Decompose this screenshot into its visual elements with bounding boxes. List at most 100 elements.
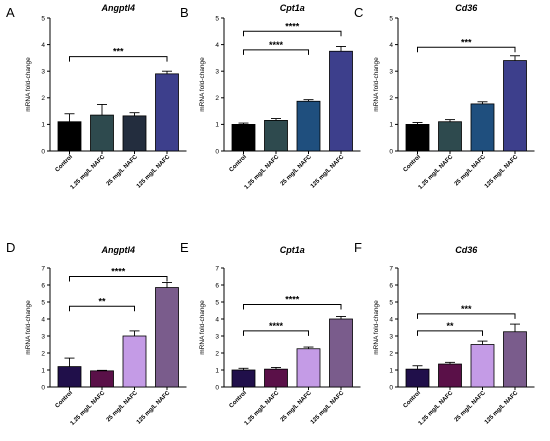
bar-4 [329, 318, 353, 388]
y-tick-label: 2 [389, 350, 393, 357]
category-label: 1.25 mg/L NAFC [418, 154, 455, 191]
significance-bracket [417, 330, 483, 336]
y-tick-label: 6 [41, 282, 45, 289]
bar-2 [438, 363, 462, 388]
bar-4 [329, 50, 353, 152]
bar-1 [405, 124, 430, 152]
y-tick-label: 1 [41, 122, 45, 129]
y-tick-label: 0 [41, 384, 45, 391]
significance-bracket [69, 305, 135, 312]
bar-2 [264, 368, 288, 388]
y-axis-label: mRNA fold-change [25, 57, 32, 112]
y-tick-label: 5 [389, 15, 393, 22]
panel-letter: E [180, 240, 189, 255]
category-label: Control [55, 154, 75, 174]
category-label: 25 mg/L NAFC [454, 390, 488, 424]
category-label: 125 mg/L NAFC [484, 390, 520, 426]
y-tick-label: 6 [215, 282, 219, 289]
significance-bracket [243, 330, 309, 336]
panel-b: B Cpt1a 0 1 2 3 4 5 mRNA fold-change Control1.25 … [180, 3, 361, 191]
panel-f: F Cd36 0 1 2 3 4 5 6 7 mRNA fold-change Control1.25… [354, 240, 535, 427]
y-tick-label: 2 [41, 350, 45, 357]
category-label: Control [229, 390, 249, 410]
category-label: 125 mg/L NAFC [136, 154, 172, 190]
y-tick-label: 7 [41, 265, 45, 272]
y-tick-label: 5 [215, 299, 219, 306]
y-tick-label: 1 [389, 122, 393, 129]
significance-label: *** [113, 47, 124, 57]
y-axis-label: mRNA fold-change [373, 57, 380, 112]
bar-1 [405, 368, 430, 388]
y-axis-label: mRNA fold-change [373, 300, 380, 355]
bar-1 [57, 121, 82, 152]
y-tick-label: 1 [215, 367, 219, 374]
significance-bracket [417, 313, 516, 319]
significance-label: *** [461, 304, 472, 314]
y-tick-label: 3 [215, 69, 219, 76]
bar-2 [438, 121, 462, 152]
bar-3 [296, 348, 321, 388]
y-tick-label: 3 [389, 333, 393, 340]
y-tick-label: 0 [389, 148, 393, 155]
significance-bracket [69, 276, 168, 282]
y-tick-label: 0 [215, 384, 219, 391]
chart-title: Cpt1a [280, 245, 305, 255]
category-label: 125 mg/L NAFC [310, 390, 346, 426]
panel-letter: D [6, 240, 15, 255]
panel-e: E Cpt1a 0 1 2 3 4 5 6 7 mRNA fold-change Control1.2… [180, 240, 361, 427]
y-tick-label: 1 [215, 122, 219, 129]
significance-bracket [69, 56, 168, 62]
bar-4 [155, 73, 179, 152]
chart-title: Cpt1a [280, 3, 305, 13]
category-label: 25 mg/L NAFC [280, 154, 314, 188]
significance-bracket [243, 30, 342, 37]
significance-bracket [417, 46, 516, 53]
y-tick-label: 6 [389, 282, 393, 289]
category-label: 1.25 mg/L NAFC [70, 390, 107, 427]
category-label: 1.25 mg/L NAFC [418, 390, 455, 427]
y-tick-label: 2 [41, 95, 45, 102]
category-label: Control [403, 390, 423, 410]
y-tick-label: 1 [41, 367, 45, 374]
panel-letter: A [6, 5, 15, 20]
panel-a: A Angptl4 0 1 2 3 4 5 mRNA fold-change Control1.2… [6, 3, 187, 191]
y-tick-label: 4 [41, 42, 45, 49]
y-axis-label: mRNA fold-change [199, 57, 206, 112]
significance-label: **** [269, 321, 284, 331]
bar-4 [155, 287, 179, 388]
y-tick-label: 7 [389, 265, 393, 272]
category-label: 25 mg/L NAFC [280, 390, 314, 424]
category-label: 1.25 mg/L NAFC [70, 154, 107, 191]
category-label: 125 mg/L NAFC [136, 390, 172, 426]
y-tick-label: 2 [389, 95, 393, 102]
bar-3 [296, 100, 321, 152]
bar-3 [122, 335, 147, 388]
category-label: Control [403, 154, 423, 174]
category-label: 25 mg/L NAFC [106, 154, 140, 188]
bar-1 [57, 366, 82, 388]
category-label: Control [55, 390, 75, 410]
bar-2 [90, 370, 114, 388]
y-tick-label: 1 [389, 367, 393, 374]
y-tick-label: 3 [41, 69, 45, 76]
significance-label: **** [285, 295, 300, 305]
bar-1 [231, 369, 256, 388]
bar-2 [264, 120, 288, 152]
panel-letter: C [354, 5, 363, 20]
y-tick-label: 0 [41, 148, 45, 155]
significance-label: ** [98, 296, 106, 306]
y-tick-label: 0 [389, 384, 393, 391]
significance-label: **** [269, 40, 284, 50]
category-label: 1.25 mg/L NAFC [244, 390, 281, 427]
y-tick-label: 0 [215, 148, 219, 155]
category-label: 25 mg/L NAFC [106, 390, 140, 424]
bar-4 [503, 331, 527, 388]
panel-letter: B [180, 5, 189, 20]
y-tick-label: 5 [41, 15, 45, 22]
bar-2 [90, 114, 114, 152]
significance-bracket [243, 304, 342, 310]
significance-bracket [243, 49, 309, 55]
y-tick-label: 4 [389, 42, 393, 49]
